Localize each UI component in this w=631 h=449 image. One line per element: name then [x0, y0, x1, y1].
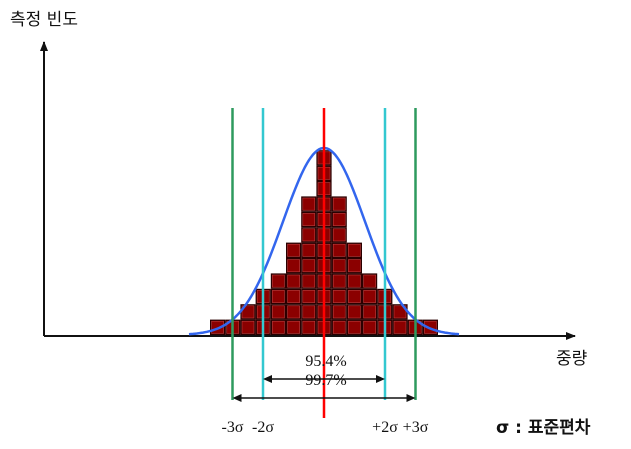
histogram-block [331, 242, 347, 258]
range-arrow: 99.7% [232, 372, 416, 402]
histogram-block [240, 319, 256, 335]
histogram-block [301, 288, 317, 305]
histogram-block [301, 319, 317, 335]
sigma-label: -2σ [252, 419, 274, 436]
histogram-block [331, 273, 347, 289]
histogram-block [301, 211, 317, 228]
histogram-block [301, 227, 317, 243]
range-label: 99.7% [305, 372, 346, 389]
sigma-labels: -3σ -2σ +2σ +3σ [222, 419, 429, 436]
histogram-block [331, 304, 347, 320]
range-arrows: 95.4% 99.7% [232, 353, 416, 402]
legend-text: σ : 표준편차 [496, 418, 591, 438]
histogram-block [301, 196, 317, 212]
histogram-block [270, 288, 286, 305]
y-axis-label: 측정 빈도 [10, 10, 78, 30]
histogram-block [286, 319, 302, 335]
histogram-block [362, 304, 378, 320]
histogram-block [270, 273, 286, 289]
histogram-block [331, 211, 347, 228]
histogram-block [362, 273, 378, 289]
sigma-label: -3σ [222, 419, 244, 436]
histogram-block [346, 258, 362, 274]
histogram-block [346, 288, 362, 305]
histogram-block [331, 227, 347, 243]
histogram-block [301, 304, 317, 320]
histogram-block [270, 319, 286, 335]
histogram-block [270, 304, 286, 320]
histogram-block [331, 196, 347, 212]
histogram-block [331, 319, 347, 335]
histogram-block [346, 242, 362, 258]
histogram-block [346, 304, 362, 320]
histogram-block [286, 288, 302, 305]
histogram-block [286, 304, 302, 320]
histogram-block [286, 258, 302, 274]
range-label: 95.4% [305, 353, 346, 370]
histogram-block [286, 242, 302, 258]
x-axis-label: 중량 [556, 349, 588, 369]
range-arrow: 95.4% [263, 353, 385, 383]
histogram-block [286, 273, 302, 289]
histogram-block [346, 273, 362, 289]
histogram-block [362, 319, 378, 335]
histogram-block [392, 304, 408, 320]
histogram-block [346, 319, 362, 335]
histogram-block [301, 258, 317, 274]
histogram-block [362, 288, 378, 305]
histogram-block [331, 258, 347, 274]
sigma-label: +3σ [403, 419, 429, 436]
histogram-block [392, 319, 408, 335]
sigma-lines [231, 108, 417, 418]
histogram-block [301, 242, 317, 258]
histogram-block [240, 304, 256, 320]
histogram-block [331, 288, 347, 305]
histogram-block [301, 273, 317, 289]
sigma-label: +2σ [372, 419, 398, 436]
